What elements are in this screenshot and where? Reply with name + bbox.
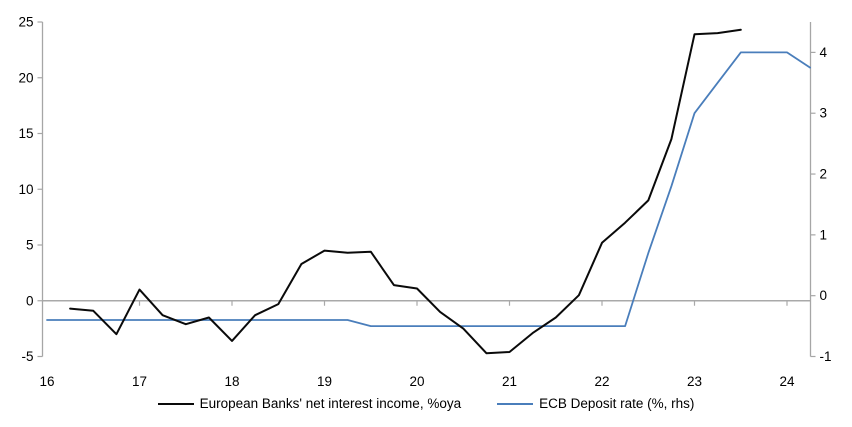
right-axis-tick-label: 2: [820, 167, 828, 182]
left-y-axis: -5 0 5 10 15 20 25: [18, 15, 44, 364]
legend-label-net-interest-income: European Banks' net interest income, %oy…: [199, 396, 462, 411]
x-axis-tick-label: 17: [132, 374, 147, 389]
x-axis-tick-label: 16: [39, 374, 54, 389]
left-axis-tick-label: 15: [18, 126, 33, 141]
right-axis-tick-label: -1: [820, 349, 832, 364]
net-interest-income-line: [69, 28, 742, 355]
x-axis-tick-label: 18: [224, 374, 239, 389]
left-axis-tick-label: 5: [26, 238, 34, 253]
x-axis-tick-label: 20: [409, 374, 424, 389]
x-axis-tick-label: 24: [779, 374, 795, 389]
ecb-deposit-rate-line: [46, 51, 811, 328]
left-axis-tick-label: -5: [21, 349, 33, 364]
left-axis-tick-label: 10: [18, 182, 33, 197]
x-axis-labels: 16 17 18 19 20 21 22 23 24: [39, 374, 795, 389]
x-axis-tick-label: 23: [687, 374, 702, 389]
left-axis-tick-label: 25: [18, 15, 33, 30]
right-axis-tick-label: 3: [820, 106, 828, 121]
x-axis-tick-label: 21: [502, 374, 517, 389]
x-axis-tick-label: 19: [317, 374, 332, 389]
zero-gridline: [42, 300, 811, 306]
x-axis-tick-label: 22: [594, 374, 609, 389]
blue-line-swatch-icon: [497, 402, 534, 405]
right-axis-tick-label: 0: [820, 288, 828, 303]
chart-legend: European Banks' net interest income, %oy…: [0, 396, 852, 411]
legend-item-net-interest-income: European Banks' net interest income, %oy…: [157, 396, 462, 411]
legend-item-ecb-deposit-rate: ECB Deposit rate (%, rhs): [497, 396, 694, 411]
left-axis-tick-label: 20: [18, 70, 33, 85]
left-axis-tick-label: 0: [26, 293, 34, 308]
legend-label-ecb-deposit-rate: ECB Deposit rate (%, rhs): [539, 396, 695, 411]
right-axis-tick-label: 4: [820, 45, 828, 60]
black-line-swatch-icon: [157, 402, 194, 405]
right-y-axis: -1 0 1 2 3 4: [809, 22, 832, 364]
right-axis-tick-label: 1: [820, 227, 828, 242]
